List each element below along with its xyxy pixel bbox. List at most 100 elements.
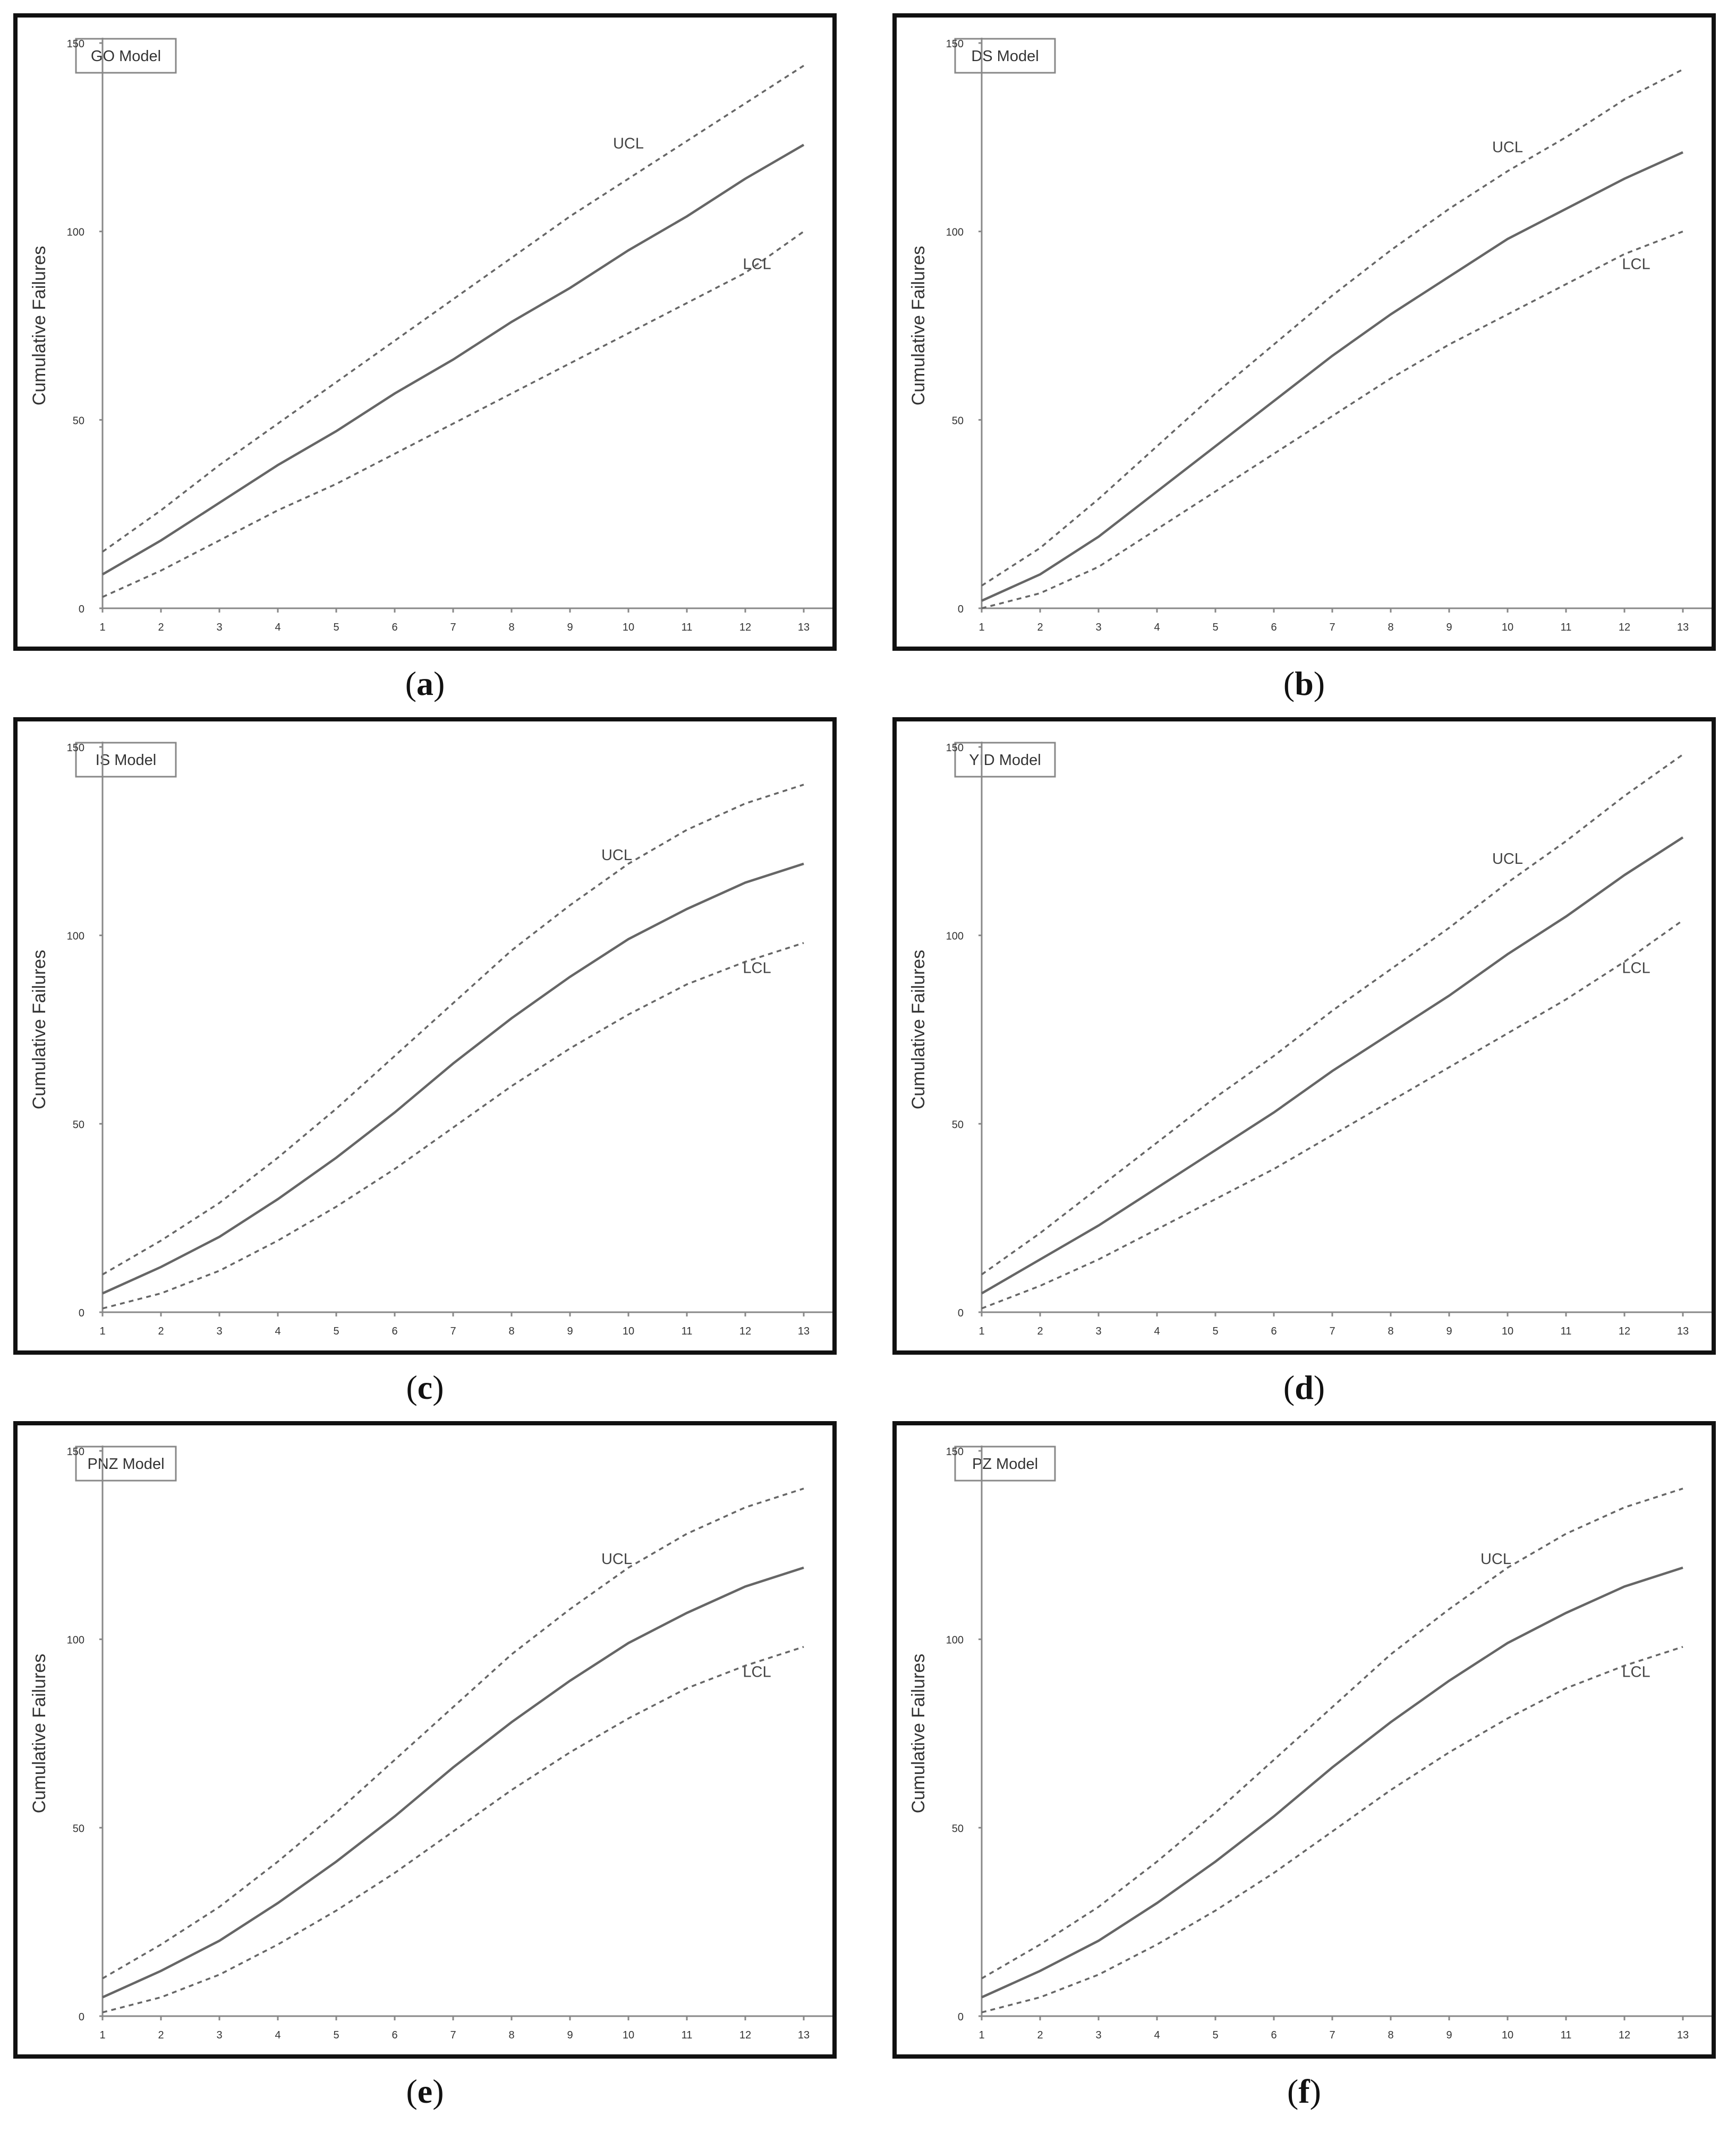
annotation-ucl: UCL xyxy=(1492,139,1523,156)
x-tick-label: 1 xyxy=(978,2029,984,2041)
y-tick-label: 150 xyxy=(67,38,84,50)
x-tick-label: 11 xyxy=(1561,1325,1572,1337)
y-tick-label: 50 xyxy=(952,1823,964,1834)
y-axis-label: Cumulative Failures xyxy=(908,950,929,1109)
annotation-lcl: LCL xyxy=(743,1664,771,1681)
panel-caption: (a) xyxy=(405,665,445,702)
title-box-border xyxy=(75,1446,177,1482)
series-line-ucl xyxy=(102,1488,804,1979)
x-tick-label: 5 xyxy=(333,2029,339,2041)
series-line-estimate xyxy=(981,836,1684,1295)
annotation-ucl: UCL xyxy=(601,1551,632,1568)
x-tick-label: 1 xyxy=(978,1325,984,1337)
series-line-ucl xyxy=(101,65,804,553)
chart-svg: PZ Model05010015012345678910111213tCumul… xyxy=(908,1446,1712,2041)
series-line-lcl xyxy=(102,942,804,1310)
x-tick-label: 8 xyxy=(1388,622,1393,633)
x-tick-label: 9 xyxy=(567,2029,573,2041)
panel-d: YID Model05010015012345678910111213tCumu… xyxy=(892,717,1716,1418)
x-tick-label: 8 xyxy=(508,2029,514,2041)
series-line-lcl xyxy=(981,231,1683,609)
chart-frame: PZ Model05010015012345678910111213tCumul… xyxy=(892,1421,1716,2059)
series-line-estimate xyxy=(102,862,804,1295)
x-tick-label: 6 xyxy=(392,622,397,633)
x-tick-label: 3 xyxy=(1095,1325,1101,1337)
x-tick-label: 5 xyxy=(1212,622,1218,633)
annotation-ucl: UCL xyxy=(1480,1551,1511,1568)
chart-title: PNZ Model xyxy=(87,1456,164,1473)
x-tick-label: 2 xyxy=(1037,622,1043,633)
panel-label: b xyxy=(1295,665,1314,702)
x-tick-label: 13 xyxy=(1677,1325,1689,1337)
x-tick-label: 9 xyxy=(567,622,573,633)
chart-frame: GO Model05010015012345678910111213tCumul… xyxy=(13,13,837,651)
y-tick-label: 150 xyxy=(946,742,964,754)
x-tick-label: 12 xyxy=(1619,1325,1630,1337)
y-tick-label: 100 xyxy=(67,227,84,239)
x-tick-label: 5 xyxy=(1212,2029,1218,2041)
x-tick-label: 10 xyxy=(623,2029,634,2041)
panel-caption: (c) xyxy=(406,1369,444,1406)
x-tick-label: 7 xyxy=(1329,1325,1335,1337)
x-tick-label: 3 xyxy=(1095,2029,1101,2041)
x-tick-label: 11 xyxy=(1561,622,1572,633)
x-tick-label: 12 xyxy=(1619,2029,1630,2041)
series-line-ucl xyxy=(981,69,1683,587)
y-tick-label: 50 xyxy=(73,415,84,427)
x-tick-label: 10 xyxy=(1502,622,1513,633)
x-tick-label: 3 xyxy=(216,2029,222,2041)
chart-svg: YID Model05010015012345678910111213tCumu… xyxy=(908,742,1712,1337)
annotation-ucl: UCL xyxy=(601,847,632,864)
x-tick-label: 4 xyxy=(1154,2029,1160,2041)
series-line-estimate xyxy=(981,151,1683,602)
chart-title-box: IS Model xyxy=(75,742,177,778)
y-tick-label: 0 xyxy=(958,1307,964,1319)
x-tick-label: 12 xyxy=(739,1325,751,1337)
y-tick-label: 100 xyxy=(946,931,964,942)
x-tick-label: 11 xyxy=(1561,2029,1572,2041)
annotation-lcl: LCL xyxy=(743,960,771,977)
x-tick-label: 3 xyxy=(216,1325,222,1337)
panel-label: f xyxy=(1298,2072,1310,2110)
y-axis-label: Cumulative Failures xyxy=(908,246,929,405)
annotation-lcl: LCL xyxy=(1622,1664,1650,1681)
annotation-lcl: LCL xyxy=(1622,256,1650,273)
title-box-border xyxy=(954,742,1056,778)
panel-label: c xyxy=(417,1369,433,1406)
y-tick-label: 100 xyxy=(946,227,964,239)
chart-title-box: PNZ Model xyxy=(75,1446,177,1482)
y-axis-label: Cumulative Failures xyxy=(29,246,49,405)
chart-title-box: YID Model xyxy=(954,742,1056,778)
x-tick-label: 10 xyxy=(1502,2029,1513,2041)
y-tick-label: 100 xyxy=(67,1635,84,1646)
x-tick-label: 6 xyxy=(1271,2029,1277,2041)
x-tick-label: 7 xyxy=(450,2029,456,2041)
panel-f: PZ Model05010015012345678910111213tCumul… xyxy=(892,1421,1716,2122)
panel-label: a xyxy=(416,665,433,702)
x-tick-label: 5 xyxy=(1212,1325,1218,1337)
panel-caption: (f) xyxy=(1287,2072,1321,2110)
x-tick-label: 9 xyxy=(1446,622,1452,633)
x-tick-label: 4 xyxy=(275,2029,280,2041)
y-tick-label: 150 xyxy=(946,38,964,50)
x-tick-label: 2 xyxy=(1037,1325,1043,1337)
x-tick-label: 10 xyxy=(623,1325,634,1337)
y-tick-label: 150 xyxy=(67,742,84,754)
x-tick-label: 2 xyxy=(158,1325,164,1337)
series-line-ucl xyxy=(102,784,804,1276)
x-tick-label: 1 xyxy=(978,622,984,633)
x-tick-label: 6 xyxy=(1271,622,1277,633)
y-axis-label: Cumulative Failures xyxy=(908,1654,929,1813)
chart-title-box: PZ Model xyxy=(954,1446,1056,1482)
panel-b: DS Model05010015012345678910111213tCumul… xyxy=(892,13,1716,715)
x-tick-label: 7 xyxy=(450,622,456,633)
title-box-border xyxy=(75,38,177,74)
series-line-ucl xyxy=(981,753,1684,1276)
y-tick-label: 50 xyxy=(73,1823,84,1834)
x-tick-label: 8 xyxy=(1388,1325,1393,1337)
title-box-border xyxy=(954,1446,1056,1482)
series-line-lcl xyxy=(981,1646,1683,2013)
annotation-ucl: UCL xyxy=(1492,851,1523,868)
x-tick-label: 5 xyxy=(333,1325,339,1337)
